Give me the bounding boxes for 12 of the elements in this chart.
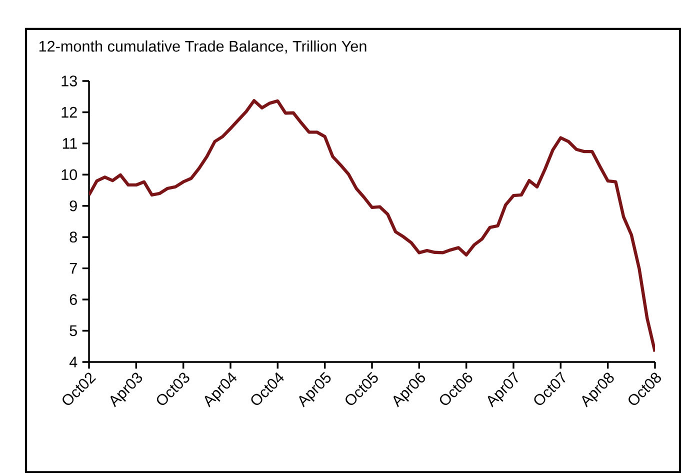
y-tick-label: 4 [69,356,78,368]
y-tick-label: 11 [62,138,77,149]
y-tick-label: 6 [70,294,77,305]
y-tick-label: 5 [70,325,77,336]
y-tick-label: 7 [70,263,77,274]
y-tick-label: 9 [70,200,77,212]
y-tick-label: 13 [62,76,77,86]
y-tick-label: 8 [70,232,77,243]
chart-title: 12-month cumulative Trade Balance, Trillion Yen [39,40,366,54]
y-tick-label: 10 [62,169,78,180]
y-tick-label: 12 [62,106,77,118]
line-series [89,99,655,354]
